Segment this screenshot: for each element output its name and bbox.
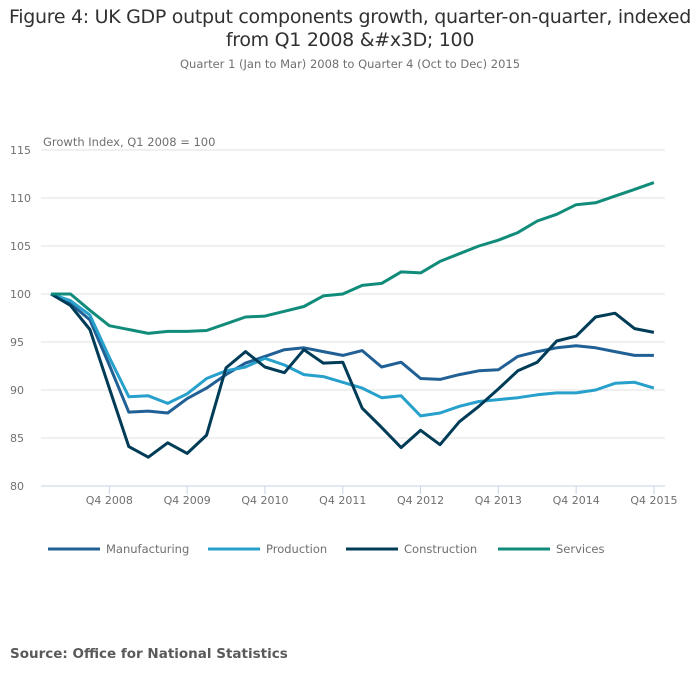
legend-label: Services (556, 542, 605, 556)
x-tick-label: Q4 2014 (553, 494, 600, 507)
x-tick-label: Q4 2008 (86, 494, 133, 507)
x-tick-label: Q4 2012 (397, 494, 444, 507)
legend-item-services[interactable]: Services (498, 542, 605, 556)
y-axis-ticks: 80 85 90 95 100 105 110 115 (10, 144, 31, 493)
x-tick-label: Q4 2013 (475, 494, 522, 507)
legend-item-construction[interactable]: Construction (346, 542, 477, 556)
chart-title: Figure 4: UK GDP output components growt… (0, 6, 700, 52)
series-line-manufacturing (50, 292, 654, 415)
legend: Manufacturing Production Construction Servi… (48, 542, 605, 556)
y-tick-label: 90 (10, 384, 24, 397)
y-axis-title: Growth Index, Q1 2008 = 100 (43, 135, 215, 149)
x-tick-label: Q4 2015 (630, 494, 677, 507)
series-line-production (50, 292, 655, 418)
legend-label: Construction (404, 542, 477, 556)
y-tick-label: 105 (10, 240, 31, 253)
chart-title-line-1: Figure 4: UK GDP output components growt… (9, 6, 691, 28)
x-tick-label: Q4 2011 (319, 494, 366, 507)
chart-subtitle: Quarter 1 (Jan to Mar) 2008 to Quarter 4… (179, 57, 521, 71)
y-tick-label: 110 (10, 192, 31, 205)
y-tick-label: 115 (10, 144, 31, 157)
x-tick-label: Q4 2010 (241, 494, 288, 507)
series-lines (50, 181, 655, 459)
y-tick-label: 100 (10, 288, 31, 301)
source-note: Source: Office for National Statistics (10, 646, 288, 662)
series-line-construction (50, 292, 655, 459)
legend-item-manufacturing[interactable]: Manufacturing (48, 542, 189, 556)
chart-title-line-2: from Q1 2008 &#x3D; 100 (225, 29, 475, 51)
series-line-services (51, 181, 655, 335)
legend-item-production[interactable]: Production (208, 542, 327, 556)
y-tick-label: 80 (10, 480, 24, 493)
legend-label: Production (266, 542, 327, 556)
y-tick-label: 85 (10, 432, 24, 445)
line-chart: 80 85 90 95 100 105 110 115 Growth Index, Q1 20… (10, 135, 678, 556)
x-tick-label: Q4 2009 (164, 494, 211, 507)
legend-label: Manufacturing (106, 542, 189, 556)
gridlines (41, 149, 665, 439)
y-tick-label: 95 (10, 336, 24, 349)
x-axis: Q4 2008 Q4 2009 Q4 2010 Q4 2011 Q4 2012 Q4 20… (41, 485, 678, 507)
